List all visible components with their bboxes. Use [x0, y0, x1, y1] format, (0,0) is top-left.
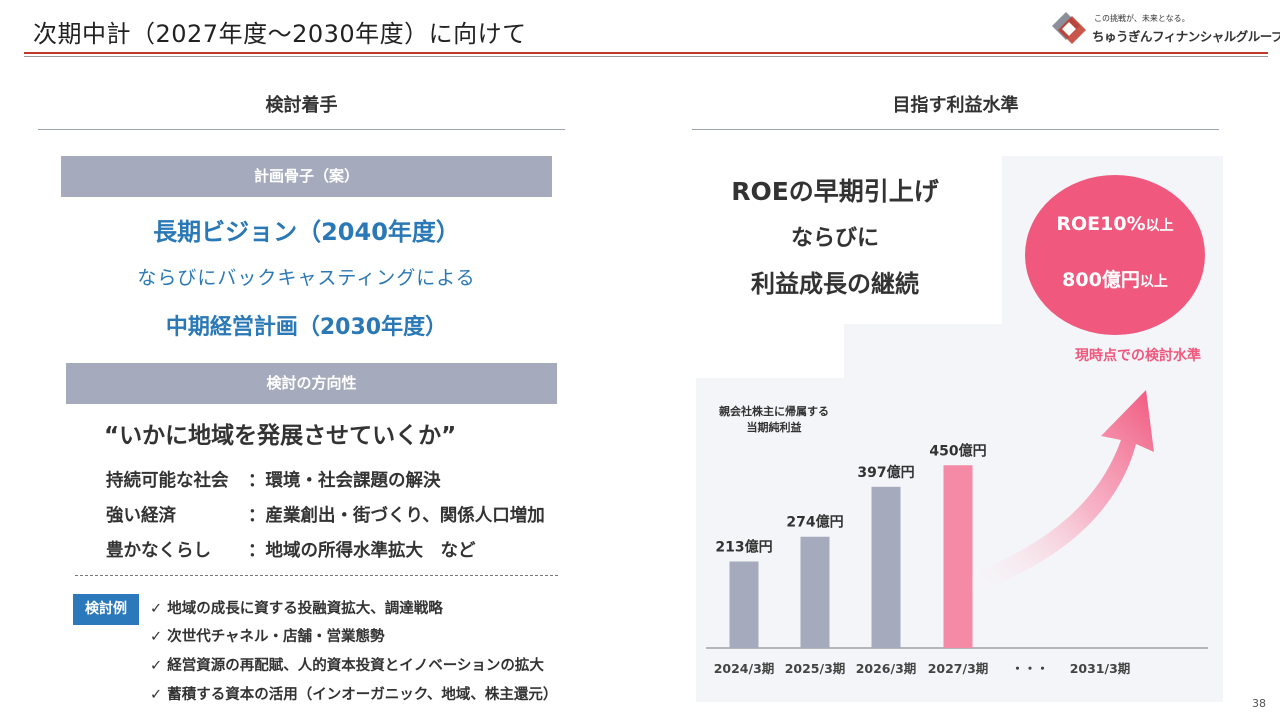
- headline-line: 利益成長の継続: [751, 270, 919, 298]
- left-section-title: 検討着手: [265, 95, 338, 116]
- x-tick-label: 2025/3期: [785, 661, 846, 676]
- company-logo: この挑戦が、未来となる。 ちゅうぎんフィナンシャルグループ: [1052, 10, 1280, 46]
- x-tick-label: 2024/3期: [714, 661, 775, 676]
- target-profit-value: 800億円: [1062, 269, 1140, 291]
- y-axis-label-line-2: 当期純利益: [747, 420, 802, 434]
- right-section-title: 目指す利益水準: [892, 95, 1019, 116]
- direction-label: 検討の方向性: [66, 363, 557, 404]
- y-axis-label-line-1: 親会社株主に帰属する: [719, 404, 829, 418]
- page-title: 次期中計（2027年度～2030年度）に向けて: [33, 20, 527, 48]
- page-number: 38: [1252, 697, 1266, 710]
- dashed-divider: [75, 575, 558, 576]
- direction-row-value: ：産業創出・街づくり、関係人口増加: [248, 506, 545, 526]
- target-roe-value: ROE10%: [1056, 213, 1146, 235]
- examples-badge: 検討例: [73, 594, 139, 625]
- target-caption: 現時点での検討水準: [1075, 348, 1201, 364]
- connector-text: ならびにバックキャスティングによる: [137, 267, 476, 289]
- direction-row-label: 強い経済: [106, 506, 176, 526]
- direction-row-label: 持続可能な社会: [106, 471, 229, 491]
- example-item: ✓ 経営資源の再配賦、人的資本投資とイノベーションの拡大: [150, 658, 544, 674]
- framework-label: 計画骨子（案）: [61, 156, 552, 197]
- midterm-text: 中期経営計画（2030年度）: [165, 315, 448, 340]
- headline-line: ならびに: [790, 226, 879, 251]
- bar-2026/3期: [871, 486, 901, 648]
- bar-2024/3期: [729, 561, 759, 648]
- target-profit: 800億円以上: [1025, 265, 1205, 292]
- headline-line: ROEの早期引上げ: [731, 177, 939, 206]
- logo-name: ちゅうぎんフィナンシャルグループ: [1092, 29, 1280, 44]
- data-label: 213億円: [715, 539, 772, 556]
- data-label: 450億円: [929, 442, 986, 459]
- vision-text: 長期ビジョン（2040年度）: [153, 218, 460, 246]
- target-roe-suffix: 以上: [1145, 218, 1174, 234]
- x-tick-label: ・・・: [1011, 661, 1049, 676]
- profit-bar-chart: 親会社株主に帰属する 当期純利益 213億円 2024/3期 274億円 2025/3…: [706, 390, 1208, 676]
- logo-tagline: この挑戦が、未来となる。: [1094, 14, 1190, 23]
- example-item: ✓ 次世代チャネル・店舗・営業態勢: [150, 629, 385, 645]
- target-roe: ROE10%以上: [1025, 213, 1205, 235]
- header-rule-red: [24, 52, 1268, 54]
- direction-quote: “いかに地域を発展させていくか”: [104, 423, 457, 449]
- growth-arrow-icon: [956, 390, 1154, 595]
- target-circle: ROE10%以上 800億円以上: [1025, 175, 1205, 335]
- bar-2025/3期: [800, 536, 830, 648]
- direction-row-value: ：地域の所得水準拡大 など: [248, 541, 476, 561]
- x-tick-label: 2027/3期: [928, 661, 989, 676]
- example-item: ✓ 地域の成長に資する投融資拡大、調達戦略: [150, 601, 443, 617]
- header-rule-gray: [24, 56, 1268, 57]
- right-section-divider: [692, 129, 1219, 130]
- direction-row-label: 豊かなくらし: [106, 541, 211, 561]
- left-section-divider: [38, 129, 565, 130]
- x-tick-label: 2031/3期: [1070, 661, 1131, 676]
- direction-row-value: ：環境・社会課題の解決: [248, 471, 441, 491]
- data-label: 274億円: [786, 514, 843, 531]
- target-profit-suffix: 以上: [1139, 274, 1168, 290]
- example-item: ✓ 蓄積する資本の活用（インオーガニック、地域、株主還元）: [150, 687, 558, 703]
- x-tick-label: 2026/3期: [856, 661, 917, 676]
- bar-2027/3期: [943, 465, 973, 648]
- logo-diamond-icon: [1052, 12, 1086, 44]
- data-label: 397億円: [857, 464, 914, 481]
